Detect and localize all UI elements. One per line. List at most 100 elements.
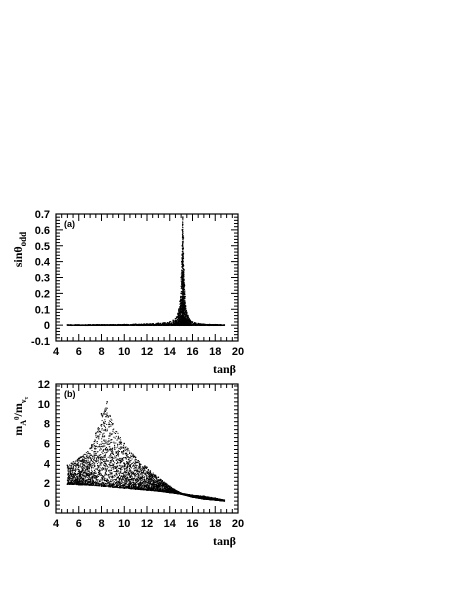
scatter-point xyxy=(181,282,183,284)
scatter-point xyxy=(183,287,185,289)
scatter-point xyxy=(181,287,183,289)
data-point xyxy=(95,432,97,435)
scatter-point xyxy=(165,323,167,325)
scatter-point xyxy=(78,472,80,474)
scatter-point xyxy=(181,275,183,277)
scatter-point xyxy=(184,310,186,312)
scatter-point xyxy=(183,312,185,314)
scatter-point xyxy=(148,323,150,325)
scatter-point xyxy=(220,324,222,327)
scatter-point xyxy=(183,300,185,302)
scatter-point xyxy=(181,309,183,311)
scatter-point xyxy=(187,324,189,326)
scatter-point xyxy=(184,322,186,324)
scatter-point xyxy=(184,313,186,315)
data-point xyxy=(184,295,186,298)
scatter-point xyxy=(181,314,183,316)
scatter-point xyxy=(101,423,103,425)
scatter-point xyxy=(177,321,179,323)
scatter-point xyxy=(189,323,191,325)
scatter-point xyxy=(196,324,198,326)
scatter-point xyxy=(179,322,181,324)
x-tick-label: 12 xyxy=(141,518,153,530)
scatter-point xyxy=(197,324,199,326)
scatter-point xyxy=(163,481,165,483)
scatter-point xyxy=(130,324,132,326)
scatter-point xyxy=(181,253,183,255)
scatter-point xyxy=(87,324,90,326)
scatter-point xyxy=(174,322,176,324)
scatter-point xyxy=(182,312,184,314)
scatter-point xyxy=(182,262,184,264)
scatter-point xyxy=(183,303,185,305)
scatter-point xyxy=(102,324,104,326)
scatter-point xyxy=(188,317,190,319)
scatter-point xyxy=(184,301,186,303)
scatter-point xyxy=(178,321,180,323)
scatter-point xyxy=(180,300,182,302)
scatter-point xyxy=(185,318,187,320)
scatter-point xyxy=(183,258,185,260)
scatter-point xyxy=(110,434,112,436)
scatter-point xyxy=(185,319,187,321)
scatter-point xyxy=(89,324,91,326)
scatter-point xyxy=(182,295,184,297)
x-tick-label: 10 xyxy=(118,518,130,530)
scatter-point xyxy=(182,260,184,262)
scatter-point xyxy=(184,319,186,321)
scatter-point xyxy=(183,272,185,274)
scatter-point xyxy=(192,323,194,325)
scatter-point xyxy=(98,461,100,463)
scatter-point xyxy=(94,324,96,326)
scatter-point xyxy=(116,324,118,326)
scatter-point xyxy=(175,320,177,322)
scatter-point xyxy=(183,315,185,317)
scatter-point xyxy=(223,324,225,326)
scatter-point xyxy=(179,307,181,309)
scatter-point xyxy=(182,312,184,314)
scatter-point xyxy=(147,471,149,473)
scatter-point xyxy=(101,429,103,431)
scatter-point xyxy=(187,317,189,319)
data-point xyxy=(186,311,188,314)
scatter-point xyxy=(182,275,184,277)
scatter-point xyxy=(71,480,73,482)
scatter-point xyxy=(181,291,183,293)
scatter-point xyxy=(184,322,186,324)
scatter-point xyxy=(183,308,185,310)
scatter-point xyxy=(163,322,165,324)
scatter-point xyxy=(201,324,203,326)
scatter-point xyxy=(187,323,189,325)
scatter-point xyxy=(182,278,184,280)
scatter-point xyxy=(182,249,184,251)
scatter-point xyxy=(182,308,184,310)
scatter-point xyxy=(173,321,175,323)
scatter-point xyxy=(174,324,176,326)
scatter-point xyxy=(192,322,194,324)
scatter-point xyxy=(177,323,179,325)
scatter-point xyxy=(205,324,207,326)
scatter-point xyxy=(182,281,184,283)
scatter-point xyxy=(108,426,110,428)
scatter-point xyxy=(187,322,189,324)
scatter-point xyxy=(86,477,88,479)
scatter-point xyxy=(95,478,97,480)
scatter-point xyxy=(183,286,185,288)
scatter-point xyxy=(183,270,185,272)
scatter-point xyxy=(181,251,183,253)
scatter-point xyxy=(181,286,183,288)
scatter-point xyxy=(143,478,145,480)
scatter-point xyxy=(182,234,184,236)
scatter-point xyxy=(171,323,173,325)
scatter-point xyxy=(97,485,99,487)
scatter-point xyxy=(95,454,97,456)
scatter-point xyxy=(221,324,224,326)
scatter-point xyxy=(174,320,176,322)
scatter-point xyxy=(179,314,181,316)
scatter-point xyxy=(182,222,184,224)
scatter-point xyxy=(126,467,128,469)
scatter-point xyxy=(182,241,184,243)
scatter-point xyxy=(182,253,184,255)
scatter-point xyxy=(181,302,183,304)
